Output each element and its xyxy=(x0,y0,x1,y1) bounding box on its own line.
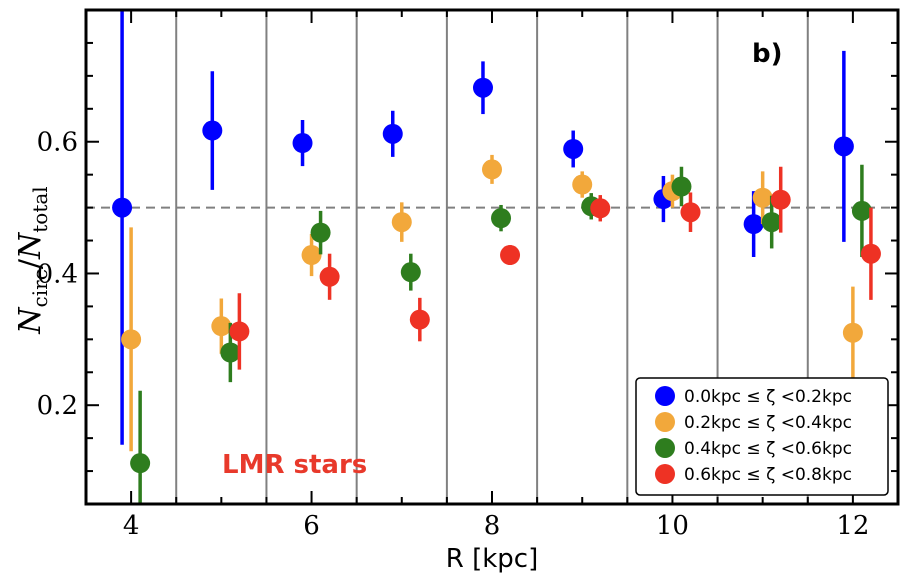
data-point xyxy=(752,187,773,208)
series-3 xyxy=(229,166,881,370)
y-axis-label: Ncirc/Ntotal xyxy=(13,186,52,334)
data-point xyxy=(310,222,331,243)
data-point xyxy=(761,212,782,233)
legend-marker xyxy=(655,412,675,432)
bin-divider-lines xyxy=(175,10,809,504)
legend: 0.0kpc ≤ ζ <0.2kpc 0.2kpc ≤ ζ <0.4kpc 0.4k… xyxy=(635,377,889,496)
y-label-sep: / xyxy=(13,258,48,269)
data-point xyxy=(833,136,854,157)
svg-text:Ncirc/Ntotal: Ncirc/Ntotal xyxy=(13,186,52,334)
data-point xyxy=(292,133,313,154)
legend-label: 0.0kpc ≤ ζ <0.2kpc xyxy=(684,387,852,407)
data-point xyxy=(130,453,151,474)
data-point xyxy=(572,174,593,195)
x-tick-label: 10 xyxy=(656,511,689,541)
data-point xyxy=(229,321,250,342)
legend-marker xyxy=(655,386,675,406)
y-tick-label: 0.4 xyxy=(37,259,78,289)
data-point xyxy=(851,200,872,221)
series-layer xyxy=(112,10,881,504)
data-point xyxy=(671,176,692,197)
legend-label: 0.6kpc ≤ ζ <0.8kpc xyxy=(684,465,852,485)
legend-box xyxy=(635,377,889,496)
y-label-main-2: N xyxy=(13,231,48,260)
legend-label: 0.2kpc ≤ ζ <0.4kpc xyxy=(684,413,852,433)
data-point xyxy=(112,197,133,218)
x-tick-label: 4 xyxy=(123,511,140,541)
data-point xyxy=(202,120,223,141)
y-label-den-sub: total xyxy=(28,186,52,232)
data-point xyxy=(743,214,764,235)
data-point xyxy=(472,77,493,98)
data-point xyxy=(563,138,584,159)
legend-marker xyxy=(655,464,675,484)
x-axis-label: R [kpc] xyxy=(446,544,538,574)
data-point xyxy=(391,212,412,233)
data-point xyxy=(211,316,232,337)
y-tick-label: 0.2 xyxy=(37,391,78,421)
data-point xyxy=(319,266,340,287)
legend-label: 0.4kpc ≤ ζ <0.6kpc xyxy=(684,439,852,459)
data-point xyxy=(770,189,791,210)
x-tick-label: 12 xyxy=(836,511,869,541)
tick-labels: 4 6 8 10 12 0.2 0.4 0.6 xyxy=(37,128,870,541)
data-point xyxy=(121,329,142,350)
panel-label: b) xyxy=(752,39,783,69)
data-point xyxy=(409,309,430,330)
legend-marker xyxy=(655,438,675,458)
data-point xyxy=(860,243,881,264)
data-point xyxy=(482,159,502,180)
lmr-stars-annotation: LMR stars xyxy=(222,450,367,480)
data-point xyxy=(491,208,512,229)
data-point xyxy=(680,202,701,223)
series-0 xyxy=(112,10,854,445)
data-point xyxy=(590,198,611,219)
data-point xyxy=(382,123,403,144)
data-point xyxy=(301,245,322,266)
data-point xyxy=(842,322,863,343)
plot-frame xyxy=(84,8,900,506)
y-label-main: N xyxy=(13,306,48,335)
y-tick-label: 0.6 xyxy=(37,128,78,158)
x-tick-label: 8 xyxy=(484,511,501,541)
y-label-num-sub: circ xyxy=(28,269,52,307)
x-tick-label: 6 xyxy=(303,511,320,541)
data-point xyxy=(400,262,421,283)
series-1 xyxy=(121,154,863,452)
data-point xyxy=(500,245,521,266)
data-point xyxy=(220,342,241,363)
